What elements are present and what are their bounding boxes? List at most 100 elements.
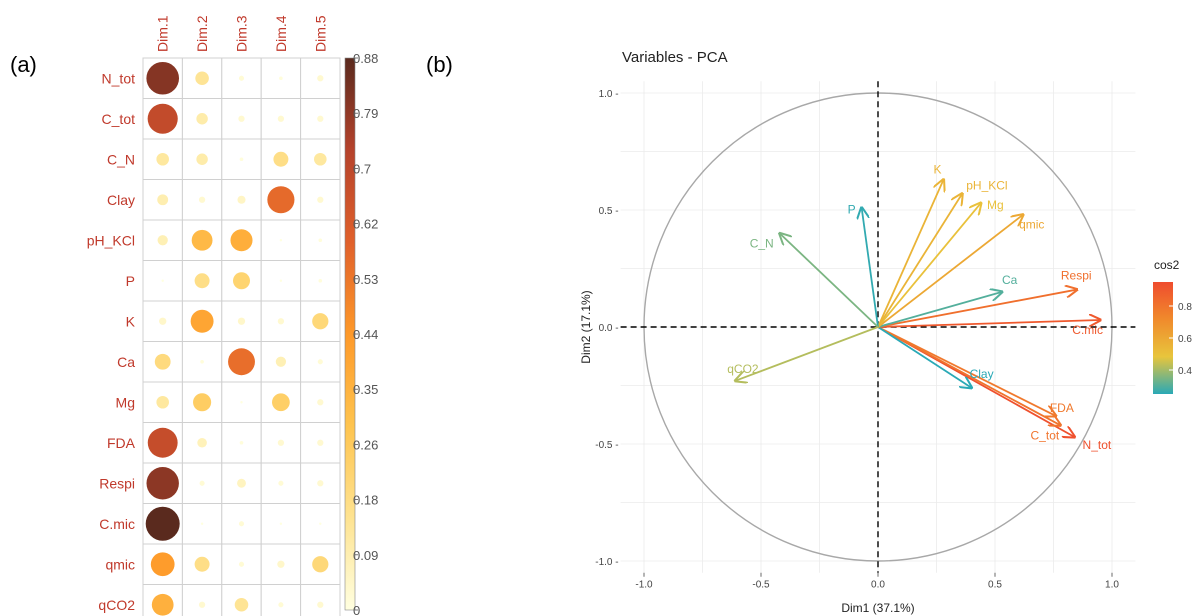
x-axis-label: Dim1 (37.1%) (841, 601, 914, 615)
row-label: pH_KCl (87, 232, 135, 248)
vector-label: C.mic (1072, 323, 1103, 337)
cell-circle (277, 439, 285, 446)
cell-circle (196, 113, 208, 125)
vector-label: qmic (1019, 218, 1044, 232)
vector-label: Ca (1002, 273, 1018, 287)
legend-tick-label: 0.35 (353, 382, 378, 397)
vector-label: Mg (987, 198, 1004, 212)
row-label: P (126, 273, 135, 289)
row-label: FDA (107, 435, 136, 451)
row-label: C.mic (99, 516, 135, 532)
vector-arrow (877, 194, 962, 328)
cell-circle (147, 427, 178, 458)
cell-circle (200, 359, 204, 364)
row-label: qmic (105, 556, 135, 572)
cell-circle (190, 309, 214, 333)
legend-tick-label: 0.09 (353, 548, 378, 563)
cell-circle (237, 478, 246, 488)
legend-tick-label: 0.4 (1178, 366, 1192, 377)
cell-circle (272, 393, 290, 412)
cell-circle (146, 467, 179, 500)
row-label: qCO2 (98, 597, 135, 613)
cell-circle (159, 317, 167, 325)
cell-circle (146, 61, 180, 95)
panel-a-label: (a) (10, 52, 37, 77)
vector-label: qCO2 (727, 362, 759, 376)
row-label: C_tot (102, 111, 136, 127)
panel-b-label: (b) (426, 52, 453, 77)
legend-tick-label: 0 (353, 603, 360, 616)
column-label: Dim.2 (194, 15, 210, 52)
vector-label: Clay (970, 367, 994, 381)
vector-arrow (877, 326, 1056, 416)
cell-circle (238, 561, 245, 567)
vector-arrow (780, 233, 879, 328)
legend-colorbar (1153, 282, 1173, 394)
cell-circle (278, 480, 284, 486)
cell-circle (230, 229, 253, 252)
grid-cell (260, 584, 302, 616)
grid-cell (181, 138, 223, 180)
vector-label: P (848, 203, 856, 217)
cell-circle (238, 521, 245, 527)
cell-circle (156, 395, 169, 409)
cell-circle (191, 229, 213, 251)
x-tick-label: 0.5 (988, 580, 1002, 591)
cell-circle (279, 76, 283, 81)
column-label: Dim.1 (155, 15, 171, 52)
cell-circle (317, 359, 323, 365)
row-label: Respi (99, 475, 135, 491)
legend-tick-label: 0.26 (353, 437, 378, 452)
cell-circle (317, 480, 324, 487)
cell-circle (238, 75, 245, 81)
cell-circle (154, 353, 171, 370)
legend-tick-label: 0.44 (353, 327, 378, 342)
cell-circle (277, 115, 285, 122)
legend-tick-label: 0.53 (353, 272, 378, 287)
cell-circle (317, 399, 324, 406)
cell-circle (157, 235, 168, 246)
cell-circle (157, 194, 169, 206)
legend-title: cos2 (1154, 258, 1180, 272)
cell-circle (279, 522, 283, 525)
y-tick-label: 1.0 - (599, 89, 619, 100)
vector-arrow (877, 215, 1023, 328)
vector-label: C_N (750, 236, 774, 250)
cell-circle (156, 152, 169, 166)
cell-circle (147, 103, 178, 134)
x-tick-label: -1.0 (635, 580, 653, 591)
cell-circle (194, 556, 210, 572)
vector-label: pH_KCl (966, 179, 1007, 193)
cell-circle (317, 115, 324, 122)
cell-circle (199, 480, 205, 486)
column-label: Dim.5 (312, 15, 328, 52)
cell-circle (317, 196, 324, 203)
legend-tick-label: 0.79 (353, 106, 378, 121)
column-label: Dim.3 (234, 15, 250, 52)
cell-circle (275, 356, 287, 367)
cell-circle (314, 152, 327, 166)
row-label: Clay (107, 192, 135, 208)
legend-tick-label: 0.62 (353, 217, 378, 232)
vector-arrow (877, 326, 972, 388)
y-tick-label: -0.5 - (595, 440, 618, 451)
cell-circle (318, 238, 323, 243)
vector-arrow (877, 326, 1061, 425)
cell-circle (240, 401, 243, 404)
cell-circle (312, 313, 329, 330)
vector-label: FDA (1050, 401, 1074, 415)
cell-circle (312, 556, 329, 573)
grid-cell (300, 584, 341, 616)
cell-circle (279, 239, 283, 242)
chart-title: Variables - PCA (622, 49, 728, 66)
legend-tick-label: 0.7 (353, 161, 371, 176)
vector-arrow (877, 290, 1077, 328)
cell-circle (161, 279, 164, 282)
vector-label: K (934, 163, 942, 177)
vector-arrow (877, 292, 1002, 328)
legend-tick-label: 0.6 (1178, 334, 1192, 345)
column-label: Dim.4 (273, 15, 289, 52)
cell-circle (145, 506, 180, 541)
correlation-plot: N_tot C_tot C_N Clay pH_KCl P K Ca Mg FDA Respi C.m… (87, 15, 378, 616)
